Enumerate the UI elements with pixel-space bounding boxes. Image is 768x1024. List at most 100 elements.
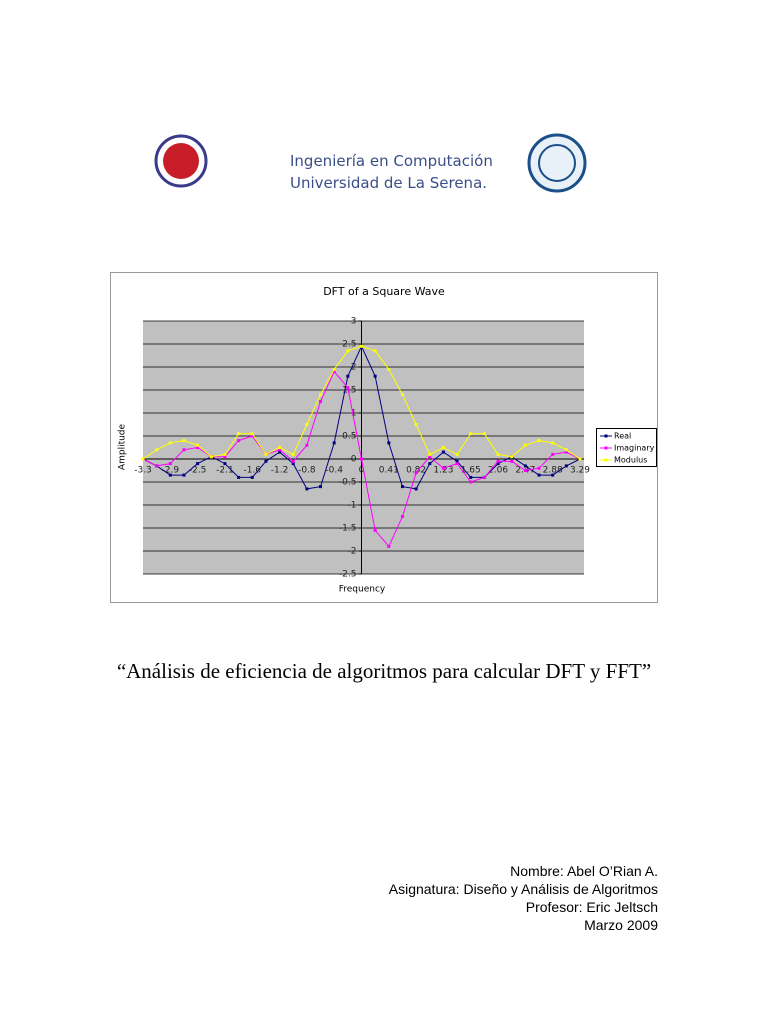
marker [564,448,568,452]
x-tick-label: 2.06 [488,466,508,476]
x-tick-label: -3.3 [134,466,152,476]
marker [400,393,404,397]
marker [332,370,336,374]
chart: DFT of a Square Wave Frequency Amplitude… [110,272,658,603]
marker [250,475,254,479]
marker [455,462,459,466]
marker [278,446,282,449]
legend-marker [604,446,608,450]
marker [250,434,254,438]
y-tick-label: -2 [348,547,357,557]
marker [387,367,391,371]
marker [278,450,282,454]
x-tick-label: 1.65 [461,466,481,476]
x-tick-label: 0.82 [406,466,426,476]
marker [441,450,445,454]
y-tick-label: 1 [351,409,357,419]
y-tick-label: 3 [351,317,357,327]
y-tick-label: -1 [348,501,357,511]
x-tick-label: -2.5 [189,466,207,476]
marker [319,393,323,397]
marker [564,450,568,454]
x-axis-label: Frequency [339,585,386,595]
marker [237,475,241,479]
chart-title: DFT of a Square Wave [323,285,445,298]
x-tick-label: 2.88 [543,466,563,476]
marker [441,446,445,449]
marker [537,466,541,470]
x-tick-label: -1.2 [271,466,289,476]
marker [373,374,377,378]
y-tick-label: -1.5 [339,524,357,534]
legend-marker [604,434,608,438]
plot-area [143,321,584,574]
marker [155,464,159,468]
marker [551,473,555,477]
marker [455,459,459,463]
y-tick-label: 2.5 [342,340,356,350]
marker [510,459,514,463]
legend-label: Real [614,432,631,441]
marker [482,432,486,436]
marker [400,515,404,518]
marker [305,443,309,447]
marker [182,439,186,443]
marker [196,462,200,466]
marker [168,441,172,445]
y-tick-label: 1.5 [342,386,356,396]
marker [414,471,418,475]
legend-marker [604,458,608,462]
legend-label: Imaginary [614,444,655,453]
x-tick-label: -2.9 [162,466,180,476]
marker [196,446,200,449]
marker [510,455,514,459]
marker [441,466,445,470]
marker [523,469,527,472]
info-line: Marzo 2009 [584,917,658,933]
x-tick-label: 3.29 [570,466,590,476]
marker [469,480,473,484]
x-tick-label: -0.8 [298,466,316,476]
marker [428,462,432,466]
marker [305,487,309,491]
marker [319,400,323,403]
info-line: Profesor: Eric Jeltsch [525,899,658,915]
x-tick-label: -2.1 [216,466,234,476]
marker [428,452,432,456]
marker [223,455,227,459]
legend-label: Modulus [614,456,647,465]
header-line: Ingeniería en Computación [290,152,493,170]
y-tick-label: 0.5 [342,432,356,442]
marker [387,441,391,445]
marker [496,459,500,463]
marker [346,374,350,378]
marker [428,455,432,459]
y-tick-label: -0.5 [339,478,357,488]
marker [332,367,336,371]
marker [155,448,159,452]
marker [373,349,377,353]
marker [414,423,418,426]
marker [373,528,377,532]
marker [578,457,582,461]
x-tick-label: -0.4 [325,466,343,476]
marker [469,432,473,436]
marker [346,386,350,390]
marker [469,475,473,479]
marker [400,485,404,489]
y-axis-label: Amplitude [118,423,128,470]
marker [319,485,323,489]
marker [182,473,186,477]
marker [141,457,145,461]
marker [291,462,295,466]
marker [209,455,213,459]
marker [496,452,500,456]
marker [360,457,363,461]
marker [223,452,227,456]
marker [250,432,254,436]
marker [551,452,555,456]
marker [168,462,172,466]
marker [237,439,241,443]
marker [291,452,295,456]
marker [414,487,418,491]
